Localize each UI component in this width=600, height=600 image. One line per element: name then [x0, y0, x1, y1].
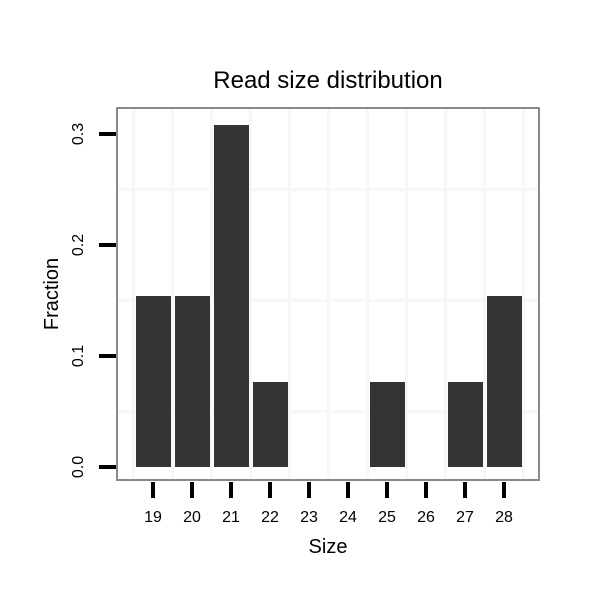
x-tick-label: 26: [417, 509, 435, 526]
grid-line-vertical: [444, 109, 447, 479]
bar-size-19: [135, 296, 171, 467]
x-axis-tick: [502, 482, 506, 498]
grid-line-horizontal: [118, 188, 538, 191]
bar-size-25: [369, 382, 405, 467]
x-tick-label: 27: [456, 509, 474, 526]
bar-size-28: [486, 296, 522, 467]
x-tick-label: 20: [183, 509, 201, 526]
grid-line-vertical: [249, 109, 252, 479]
x-axis-tick: [268, 482, 272, 498]
x-axis-tick: [229, 482, 233, 498]
x-axis-tick: [424, 482, 428, 498]
grid-line-horizontal: [118, 410, 538, 413]
y-axis-tick: [99, 465, 116, 469]
x-tick-label: 23: [300, 509, 318, 526]
grid-line-vertical: [522, 109, 525, 479]
x-axis-title: Size: [308, 536, 348, 558]
x-axis-tick: [385, 482, 389, 498]
y-axis-tick: [99, 132, 116, 136]
bar-size-22: [252, 382, 288, 467]
x-axis-tick: [307, 482, 311, 498]
chart-title: Read size distribution: [213, 67, 443, 94]
grid-line-vertical: [288, 109, 291, 479]
y-axis-tick: [99, 243, 116, 247]
x-tick-label: 24: [339, 509, 357, 526]
grid-line-vertical: [366, 109, 369, 479]
y-tick-label: 0.0: [70, 455, 87, 479]
x-tick-label: 28: [495, 509, 513, 526]
x-axis-tick: [190, 482, 194, 498]
x-axis-tick: [151, 482, 155, 498]
bar-size-27: [447, 382, 483, 467]
grid-line-vertical: [327, 109, 330, 479]
grid-line-vertical: [132, 109, 135, 479]
bar-size-21: [213, 125, 249, 467]
grid-line-vertical: [483, 109, 486, 479]
grid-line-vertical: [210, 109, 213, 479]
x-tick-label: 22: [261, 509, 279, 526]
x-tick-label: 25: [378, 509, 396, 526]
y-tick-label: 0.2: [70, 233, 87, 257]
grid-line-vertical: [171, 109, 174, 479]
y-axis-title: Fraction: [41, 257, 63, 331]
grid-line-vertical: [405, 109, 408, 479]
x-tick-label: 21: [222, 509, 240, 526]
grid-line-horizontal: [118, 299, 538, 302]
y-tick-label: 0.1: [70, 344, 87, 368]
x-tick-label: 19: [144, 509, 162, 526]
y-tick-label: 0.3: [70, 122, 87, 146]
bar-size-20: [174, 296, 210, 467]
x-axis-tick: [463, 482, 467, 498]
x-axis-tick: [346, 482, 350, 498]
y-axis-tick: [99, 354, 116, 358]
plot-panel: [116, 107, 540, 481]
